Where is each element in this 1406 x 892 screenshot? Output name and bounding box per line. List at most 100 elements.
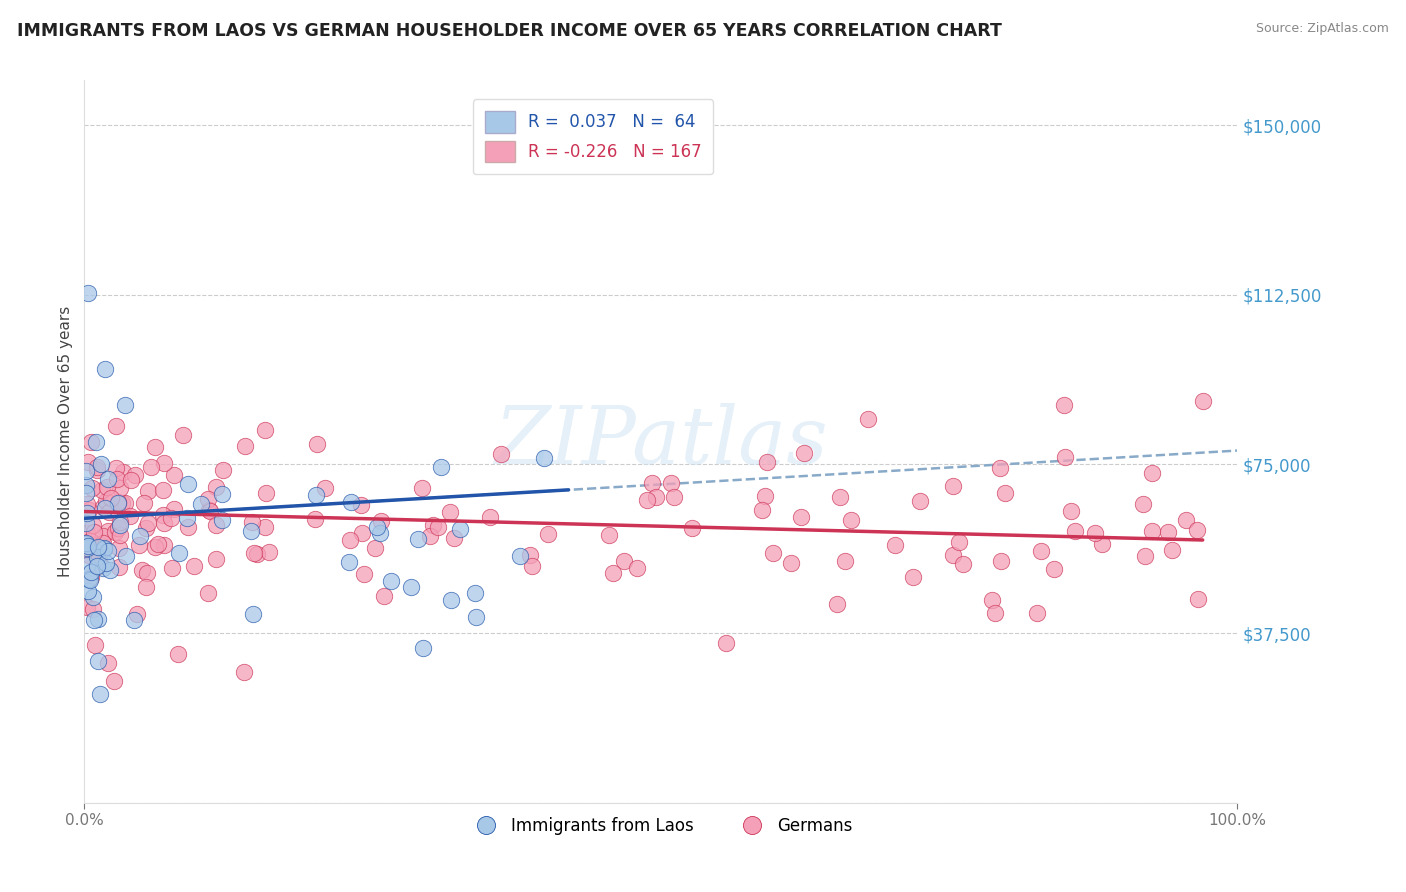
Point (108, 517, 131, 532)
Point (82, 517, 104, 532)
Point (239, 524, 262, 539)
Point (86, 459, 108, 474)
Point (839, 513, 862, 527)
Point (153, 456, 176, 470)
Point (1157, 524, 1180, 539)
Point (152, 508, 174, 522)
Text: ZIPatlas: ZIPatlas (494, 403, 828, 480)
Text: Source: ZipAtlas.com: Source: ZipAtlas.com (1256, 22, 1389, 36)
Point (79, 502, 101, 516)
Point (246, 547, 269, 561)
Point (183, 559, 205, 574)
Point (314, 481, 336, 495)
Point (789, 510, 811, 524)
Point (89, 551, 111, 566)
Point (211, 487, 233, 501)
Point (76, 525, 98, 540)
Point (131, 563, 153, 577)
Point (399, 580, 422, 594)
Point (136, 566, 159, 581)
Point (254, 486, 277, 500)
Point (443, 531, 465, 545)
Point (104, 524, 127, 539)
Point (464, 585, 486, 599)
Point (756, 455, 779, 469)
Point (337, 555, 360, 569)
Point (211, 462, 233, 476)
Point (153, 538, 176, 552)
Point (103, 673, 125, 688)
Point (105, 419, 128, 434)
Point (253, 423, 276, 437)
Point (91, 535, 114, 549)
Point (422, 518, 444, 533)
Point (856, 412, 879, 426)
Point (509, 549, 531, 563)
Point (1132, 497, 1154, 511)
Point (233, 665, 256, 679)
Point (75, 478, 97, 492)
Point (612, 554, 634, 568)
Point (98, 505, 121, 519)
Point (411, 481, 433, 495)
Point (76, 584, 98, 599)
Point (952, 557, 974, 571)
Point (90, 457, 112, 471)
Point (519, 548, 541, 562)
Point (76, 497, 98, 511)
Point (242, 607, 264, 621)
Point (94, 494, 117, 508)
Point (1185, 523, 1208, 537)
Point (751, 503, 773, 517)
Point (370, 514, 392, 528)
Point (125, 607, 148, 622)
Point (990, 554, 1012, 568)
Point (98, 564, 121, 578)
Point (1187, 592, 1209, 607)
Point (97, 472, 120, 486)
Point (177, 520, 200, 534)
Point (76, 285, 98, 300)
Point (350, 498, 373, 512)
Point (533, 450, 555, 465)
Text: IMMIGRANTS FROM LAOS VS GERMAN HOUSEHOLDER INCOME OVER 65 YEARS CORRELATION CHAR: IMMIGRANTS FROM LAOS VS GERMAN HOUSEHOLD… (17, 22, 1001, 40)
Point (1063, 524, 1085, 539)
Point (339, 533, 361, 547)
Point (141, 459, 163, 474)
Point (76, 507, 98, 521)
Point (304, 512, 326, 526)
Point (641, 476, 664, 491)
Point (305, 436, 328, 450)
Point (160, 511, 183, 525)
Point (980, 592, 1002, 607)
Point (366, 520, 388, 534)
Point (107, 541, 129, 555)
Point (1059, 504, 1081, 518)
Point (169, 546, 191, 560)
Point (240, 515, 263, 529)
Point (662, 491, 685, 505)
Point (83, 525, 105, 540)
Point (233, 439, 256, 453)
Point (1161, 542, 1184, 557)
Point (762, 546, 785, 560)
Point (994, 485, 1017, 500)
Point (89, 542, 111, 557)
Point (104, 460, 127, 475)
Point (107, 495, 129, 509)
Point (908, 493, 931, 508)
Point (305, 488, 328, 502)
Point (111, 495, 134, 509)
Point (163, 502, 186, 516)
Point (205, 480, 228, 494)
Point (176, 511, 198, 525)
Point (86, 435, 108, 450)
Point (153, 516, 176, 530)
Point (412, 640, 434, 655)
Point (76, 542, 98, 557)
Point (163, 468, 186, 483)
Point (198, 504, 221, 518)
Point (110, 482, 132, 496)
Point (87, 654, 110, 668)
Point (197, 585, 219, 599)
